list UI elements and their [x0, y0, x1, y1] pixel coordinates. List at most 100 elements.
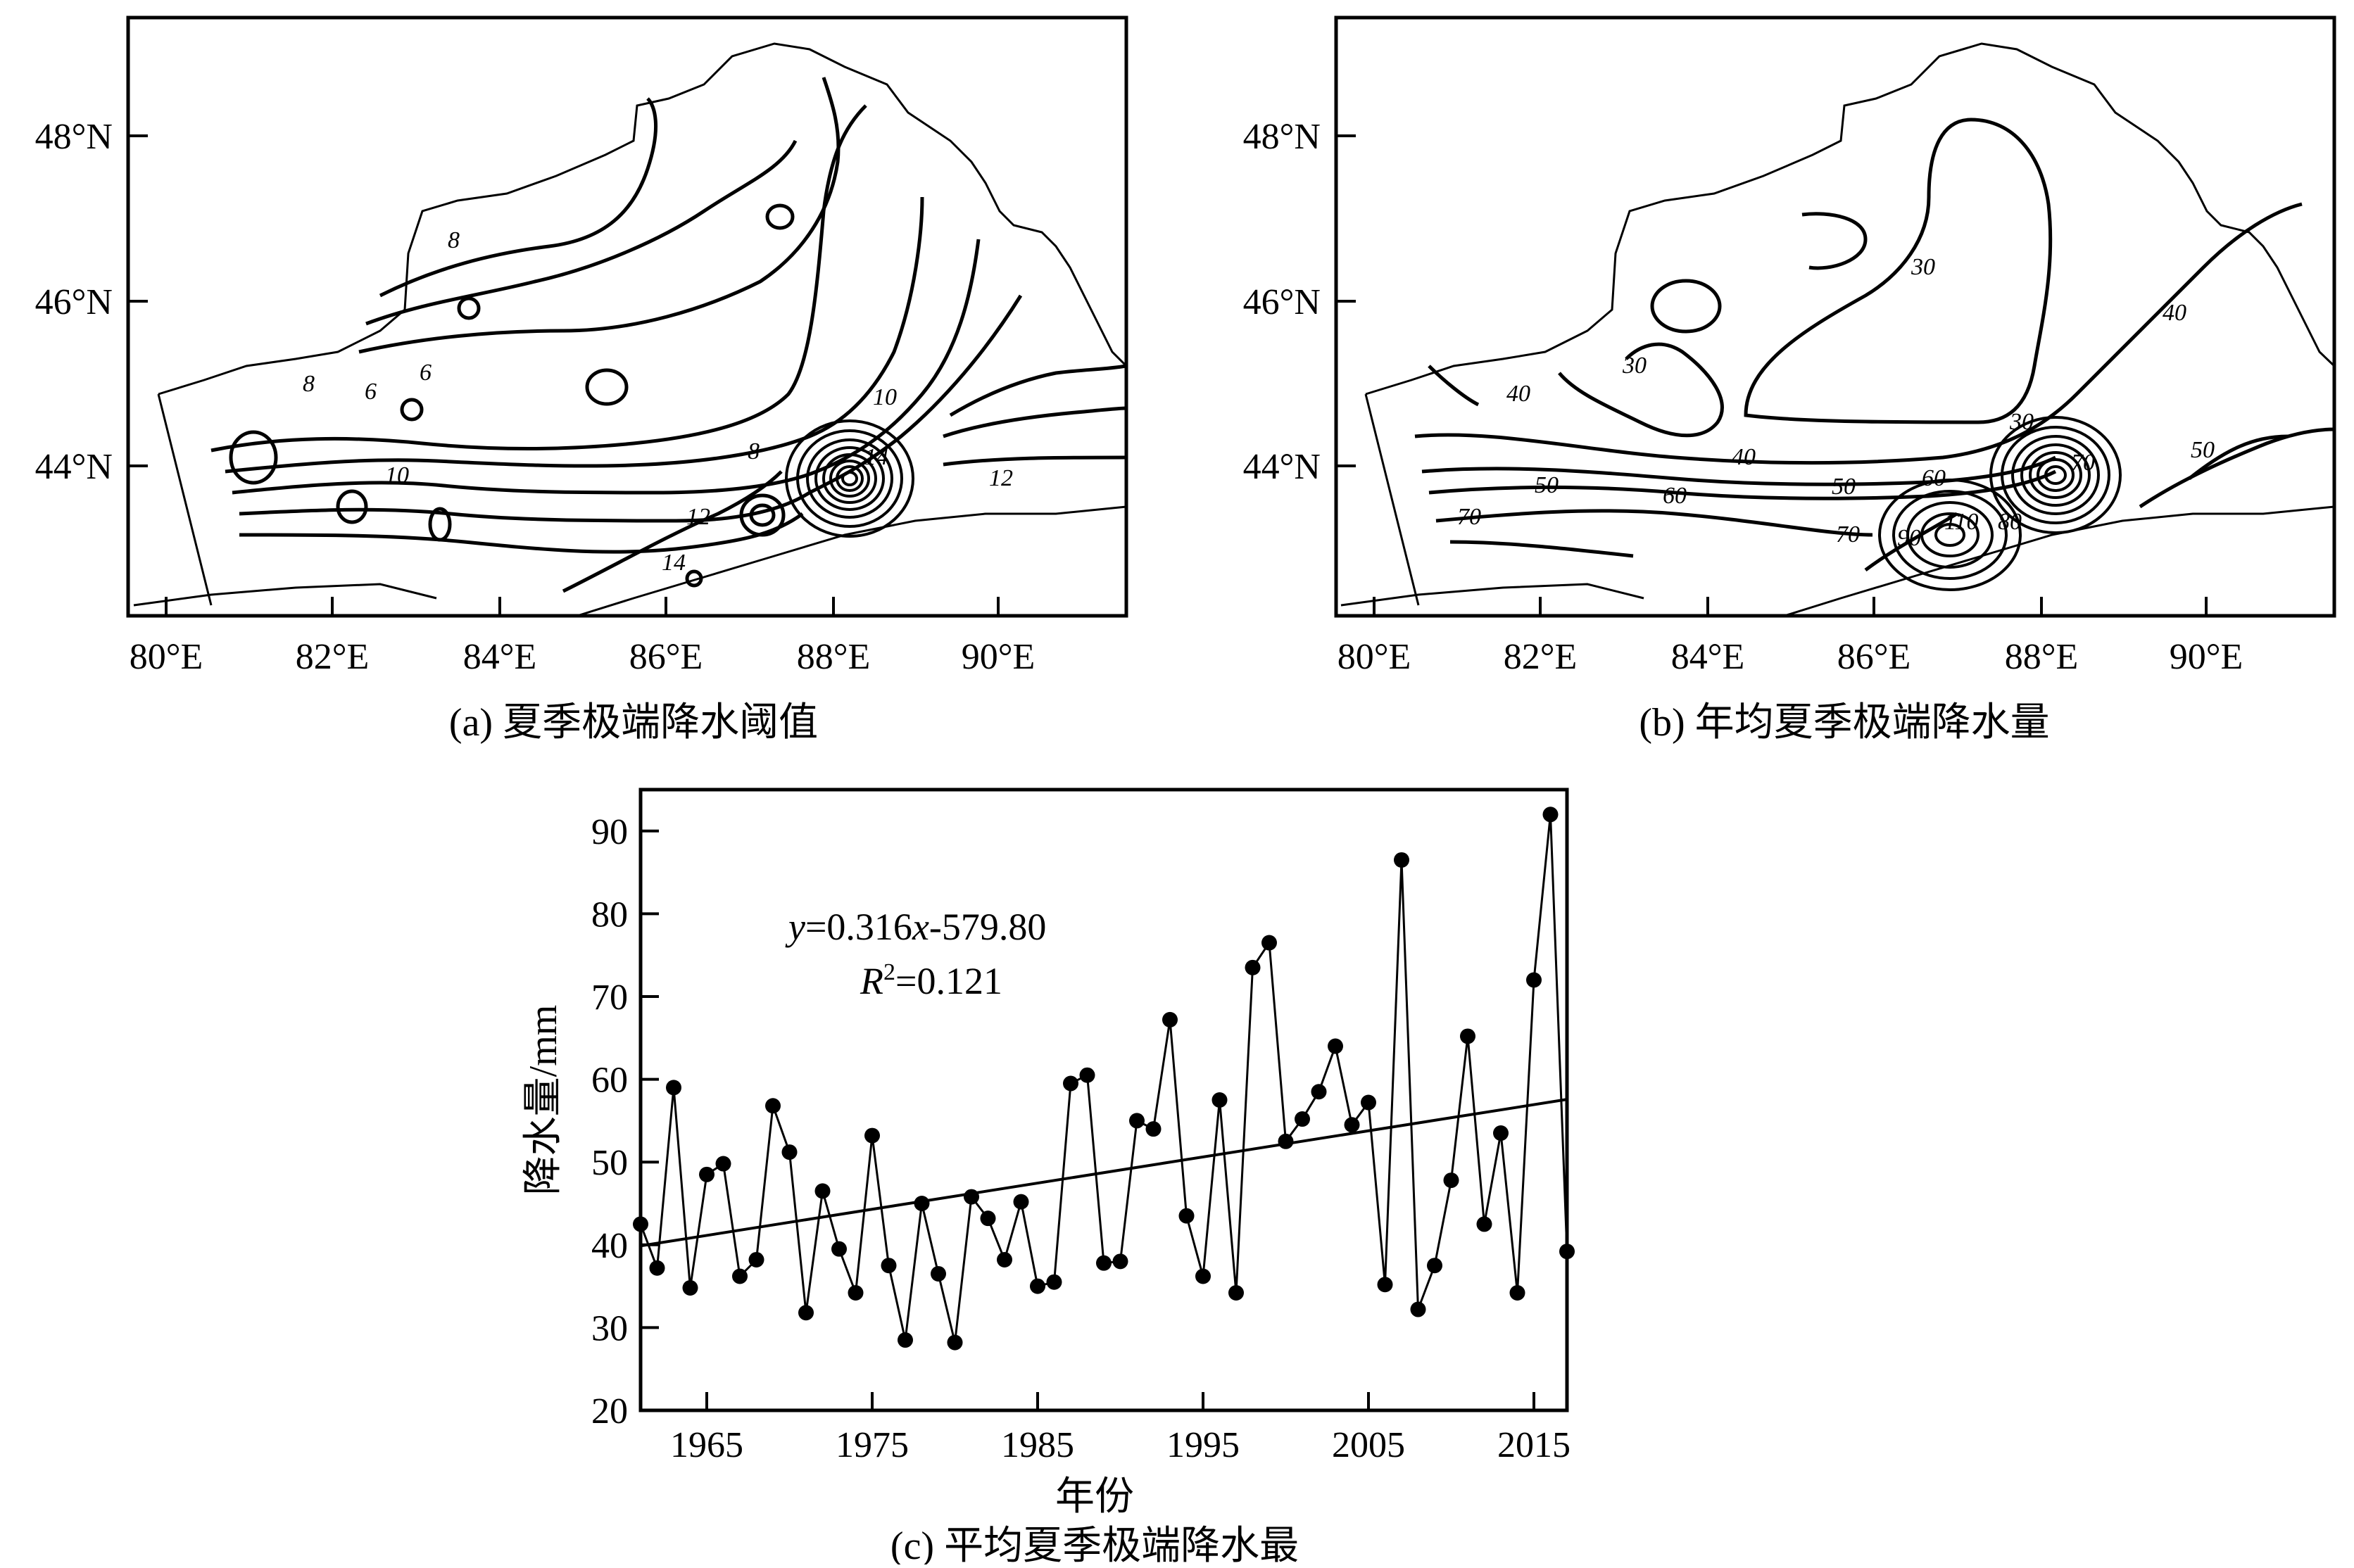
- panel-a-y-tick-label: 48°N: [35, 117, 113, 157]
- panel-c-caption: (c) 平均夏季极端降水最: [890, 1524, 1299, 1564]
- panel-a-y-tick-label: 46°N: [35, 282, 113, 322]
- data-point: [1228, 1285, 1244, 1301]
- data-point: [964, 1189, 979, 1205]
- panel-b-contour-label: 30: [1911, 254, 1935, 280]
- panel-b-contour-label: 50: [2191, 437, 2215, 463]
- data-point: [798, 1305, 814, 1321]
- data-point: [1311, 1084, 1327, 1100]
- data-point: [881, 1258, 897, 1274]
- panel-b-contour-label: 70: [1836, 521, 1860, 548]
- y-axis-label: 降水量/mm: [522, 1005, 565, 1196]
- data-point: [1328, 1038, 1343, 1054]
- data-point: [1063, 1075, 1078, 1092]
- data-point: [898, 1332, 913, 1348]
- panel-b-y-tick-label: 48°N: [1243, 117, 1321, 157]
- panel-a-region-outline: [133, 42, 1128, 617]
- data-point: [699, 1166, 715, 1182]
- trend-line: [640, 1098, 1568, 1248]
- y-tick-label: 50: [591, 1143, 628, 1183]
- x-tick-label: 1995: [1166, 1425, 1240, 1465]
- eq-y: y: [785, 906, 805, 948]
- data-point: [1245, 959, 1261, 975]
- panel-a-x-tick-labels: 80°E 82°E 84°E 86°E 88°E 90°E: [130, 637, 1036, 677]
- data-point: [732, 1268, 748, 1284]
- data-point: [715, 1156, 731, 1172]
- panel-c: 20 30 40 50 60 70 80 90 1965 1975 1985 1995 2005 201…: [522, 788, 1575, 1568]
- panel-a-contour-label: 6: [420, 360, 432, 386]
- panel-a-contour-label: 14: [864, 444, 888, 470]
- panel-b: 30 30 40 40 30 40 50 50 60 50 60 70 70 9…: [1243, 15, 2336, 745]
- panel-b-contour-label: 40: [1732, 444, 1756, 470]
- panel-b-x-tick-label: 80°E: [1338, 637, 1411, 677]
- panel-b-contour-label: 80: [1998, 509, 2022, 535]
- data-point: [748, 1251, 764, 1267]
- panel-a-x-tick-label: 90°E: [962, 637, 1036, 677]
- data-point: [947, 1334, 963, 1351]
- panel-a-contour-label: 10: [385, 462, 409, 488]
- panel-a-bullseye: [785, 419, 914, 538]
- data-point: [1013, 1194, 1029, 1210]
- panel-b-contour-label: 40: [2163, 300, 2186, 326]
- data-point: [1129, 1113, 1145, 1129]
- data-point: [997, 1251, 1012, 1267]
- data-point: [1211, 1092, 1228, 1108]
- y-tick-label: 70: [591, 978, 628, 1018]
- panel-b-contour-label: 70: [1457, 504, 1481, 530]
- r2-value: =0.121: [895, 960, 1002, 1002]
- data-point: [1112, 1253, 1128, 1270]
- panel-b-bullseye-west: [1878, 479, 2022, 591]
- series-points: [633, 807, 1575, 1351]
- data-point: [1493, 1125, 1509, 1142]
- panel-a-contour-label: 6: [365, 379, 377, 405]
- eq-coef: =0.316: [805, 906, 912, 948]
- data-point: [980, 1210, 996, 1227]
- data-point: [1079, 1067, 1095, 1083]
- panel-b-caption: (b) 年均夏季极端降水量: [1639, 701, 2049, 745]
- data-point: [848, 1285, 864, 1301]
- r-squared: R2=0.121: [860, 959, 1002, 1002]
- y-tick-label: 20: [591, 1391, 628, 1431]
- data-point: [1509, 1285, 1525, 1301]
- panel-b-region-outline: [1340, 42, 2336, 617]
- panel-a-x-tick-label: 86°E: [629, 637, 703, 677]
- panel-b-x-tick-label: 88°E: [2005, 637, 2079, 677]
- panel-a-frame: [126, 15, 1128, 618]
- y-tick-label: 80: [591, 894, 628, 935]
- y-tick-label: 40: [591, 1226, 628, 1266]
- panel-b-ticks: [1336, 134, 2208, 616]
- data-point: [1476, 1216, 1492, 1232]
- x-tick-label: 1985: [1001, 1425, 1074, 1465]
- panel-b-bullseye-east: [1989, 416, 2122, 534]
- data-point: [666, 1080, 681, 1096]
- panel-b-contour-labels: 30 30 40 40 30 40 50 50 60 50 60 70 70 9…: [1457, 254, 2215, 551]
- panel-c-y-ticks: 20 30 40 50 60 70 80 90: [591, 812, 659, 1431]
- panel-a-x-tick-label: 82°E: [296, 637, 370, 677]
- panel-b-frame: [1334, 15, 2336, 618]
- panel-b-contour-label: 50: [1832, 474, 1856, 500]
- data-point: [1443, 1172, 1459, 1189]
- panel-b-contour-label: 50: [1535, 472, 1559, 498]
- panel-b-x-tick-label: 84°E: [1671, 637, 1745, 677]
- eq-intercept: -579.80: [929, 906, 1046, 948]
- x-tick-label: 2005: [1332, 1425, 1405, 1465]
- data-point: [1377, 1277, 1393, 1293]
- panel-a-contour-labels: 8 6 6 8 10 8 12 14 10 14 12: [303, 227, 1013, 576]
- panel-b-y-tick-labels: 48°N 46°N 44°N: [1243, 117, 1321, 487]
- panel-a-contour-label: 8: [303, 371, 315, 397]
- data-point: [682, 1279, 698, 1296]
- data-point: [1261, 935, 1277, 951]
- data-point: [649, 1260, 665, 1276]
- panel-a-contour-label: 8: [748, 438, 760, 464]
- y-tick-label: 60: [591, 1061, 628, 1101]
- r2-superscript: 2: [883, 959, 895, 985]
- data-point: [1559, 1244, 1575, 1260]
- x-tick-label: 1975: [836, 1425, 909, 1465]
- data-point: [633, 1216, 648, 1232]
- data-point: [1344, 1117, 1360, 1133]
- panel-b-contour-label: 110: [1944, 509, 1978, 535]
- panel-b-contour-label: 30: [2009, 409, 2034, 435]
- panel-b-contour-label: 40: [1506, 381, 1530, 407]
- data-point: [1096, 1255, 1112, 1271]
- panel-a-x-tick-label: 80°E: [130, 637, 203, 677]
